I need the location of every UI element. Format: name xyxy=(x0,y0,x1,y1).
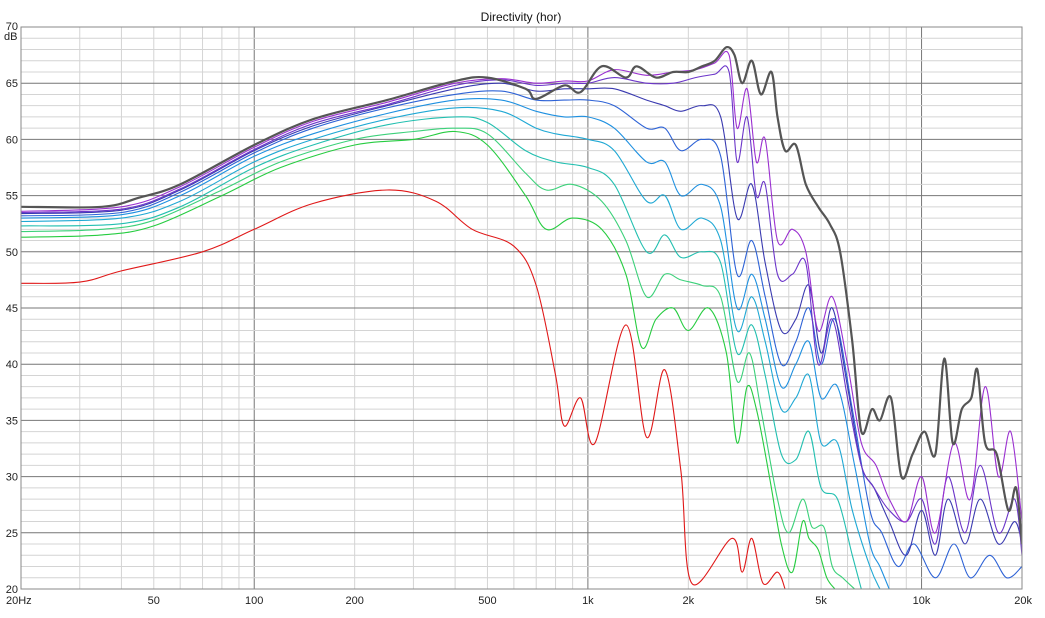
curves xyxy=(21,45,1022,589)
plot-frame xyxy=(20,26,1023,590)
series-line xyxy=(21,127,855,589)
series-line xyxy=(21,90,1022,579)
y-tick-label: 65 xyxy=(6,78,18,90)
series-line xyxy=(21,45,1022,545)
x-tick-label: 1k xyxy=(582,595,594,607)
series-line xyxy=(21,130,836,589)
x-tick-label: 5k xyxy=(815,595,827,607)
x-tick-label: 10k xyxy=(913,595,931,607)
x-tick-label: 500 xyxy=(478,595,496,607)
x-tick-label: 200 xyxy=(345,595,363,607)
series-line xyxy=(21,189,786,589)
y-ticks: 25 30 35 40 45 50 55 60 65 70 20 xyxy=(6,21,18,596)
y-axis-label: dB xyxy=(4,31,17,43)
x-tick-label: 2k xyxy=(683,595,695,607)
y-tick-label: 60 xyxy=(6,134,18,146)
x-tick-label: 20k xyxy=(1014,595,1032,607)
series-line xyxy=(21,116,862,589)
series-line xyxy=(21,97,890,589)
y-tick-label: 50 xyxy=(6,247,18,259)
series-line xyxy=(21,65,1022,556)
chart-title: Directivity (hor) xyxy=(481,10,562,24)
series-line xyxy=(21,106,881,589)
x-tick-label: 50 xyxy=(148,595,160,607)
y-tick-label: 30 xyxy=(6,472,18,484)
x-ticks: 20Hz 50 100 200 500 1k 2k 5k 10k 20k xyxy=(6,595,1032,607)
series-line xyxy=(21,50,1022,534)
y-tick-label: 25 xyxy=(6,528,18,540)
y-tick-label: 20 xyxy=(6,584,18,596)
y-tick-label: 70 xyxy=(6,21,18,33)
y-tick-label: 40 xyxy=(6,359,18,371)
y-tick-label: 55 xyxy=(6,191,18,203)
x-tick-label: 100 xyxy=(245,595,263,607)
series-line xyxy=(21,82,1022,556)
grid xyxy=(21,27,1022,589)
y-tick-label: 35 xyxy=(6,415,18,427)
y-tick-label: 45 xyxy=(6,303,18,315)
x-tick-label: 20Hz xyxy=(6,595,32,607)
